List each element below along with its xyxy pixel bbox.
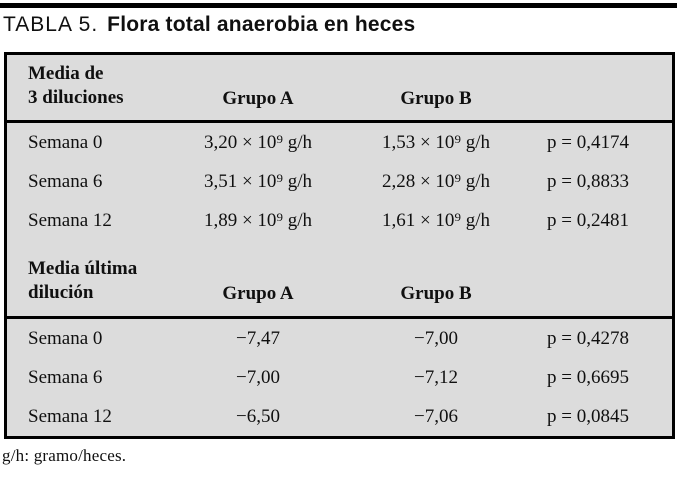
row-label: Semana 6 bbox=[28, 366, 103, 388]
section2-header-row: Media última dilución Grupo A Grupo B bbox=[7, 240, 672, 316]
group-b-value: 1,53 × 10⁹ g/h bbox=[381, 131, 491, 153]
p-value: p = 0,2481 bbox=[547, 209, 629, 231]
section2-group-b-header: Grupo B bbox=[400, 283, 472, 304]
header-divider bbox=[7, 120, 672, 123]
table-row: Semana 6 −7,00 −7,12 p = 0,6695 bbox=[7, 358, 672, 397]
table-caption: TABLA 5. Flora total anaerobia en heces bbox=[3, 13, 415, 37]
group-a-value: 3,20 × 10⁹ g/h bbox=[203, 131, 313, 153]
section2-header-label: Media última dilución bbox=[7, 257, 169, 305]
group-b-value: 1,61 × 10⁹ g/h bbox=[381, 209, 491, 231]
group-a-value: −6,50 bbox=[236, 405, 280, 427]
section1-header-row: Media de 3 diluciones Grupo A Grupo B bbox=[7, 55, 672, 120]
group-b-value: −7,06 bbox=[414, 405, 458, 427]
section1-group-a-header: Grupo A bbox=[222, 88, 294, 109]
group-a-value: −7,00 bbox=[236, 366, 280, 388]
section2-group-a-header: Grupo A bbox=[222, 283, 294, 304]
header-label-line2: 3 diluciones bbox=[28, 87, 124, 108]
section1-group-b-header: Grupo B bbox=[400, 88, 472, 109]
table-row: Semana 12 −6,50 −7,06 p = 0,0845 bbox=[7, 397, 672, 436]
row-label: Semana 12 bbox=[28, 405, 112, 427]
table-row: Semana 0 −7,47 −7,00 p = 0,4278 bbox=[7, 319, 672, 358]
table-row: Semana 0 3,20 × 10⁹ g/h 1,53 × 10⁹ g/h p… bbox=[7, 123, 672, 162]
p-value: p = 0,0845 bbox=[547, 405, 629, 427]
table-row: Semana 6 3,51 × 10⁹ g/h 2,28 × 10⁹ g/h p… bbox=[7, 162, 672, 201]
row-label: Semana 6 bbox=[28, 170, 103, 192]
group-b-value: 2,28 × 10⁹ g/h bbox=[381, 170, 491, 192]
data-table: Media de 3 diluciones Grupo A Grupo B Se… bbox=[4, 52, 675, 439]
table-number: TABLA 5. bbox=[3, 13, 99, 36]
header-label-line1: Media de bbox=[28, 63, 104, 84]
row-label: Semana 12 bbox=[28, 209, 112, 231]
header-label-line2: dilución bbox=[28, 282, 94, 303]
row-label: Semana 0 bbox=[28, 131, 103, 153]
table-footnote: g/h: gramo/heces. bbox=[2, 446, 127, 465]
header-label-line1: Media última bbox=[28, 258, 138, 279]
p-value: p = 0,4174 bbox=[547, 131, 629, 153]
group-a-value: 1,89 × 10⁹ g/h bbox=[203, 209, 313, 231]
group-a-value: −7,47 bbox=[236, 327, 280, 349]
section1-header-label: Media de 3 diluciones bbox=[7, 62, 169, 110]
group-b-value: −7,00 bbox=[414, 327, 458, 349]
table-row: Semana 12 1,89 × 10⁹ g/h 1,61 × 10⁹ g/h … bbox=[7, 201, 672, 240]
p-value: p = 0,4278 bbox=[547, 327, 629, 349]
group-b-value: −7,12 bbox=[414, 366, 458, 388]
row-label: Semana 0 bbox=[28, 327, 103, 349]
top-rule bbox=[0, 3, 677, 8]
group-a-value: 3,51 × 10⁹ g/h bbox=[203, 170, 313, 192]
p-value: p = 0,6695 bbox=[547, 366, 629, 388]
table-title: Flora total anaerobia en heces bbox=[107, 13, 416, 36]
p-value: p = 0,8833 bbox=[547, 170, 629, 192]
header-divider bbox=[7, 316, 672, 319]
